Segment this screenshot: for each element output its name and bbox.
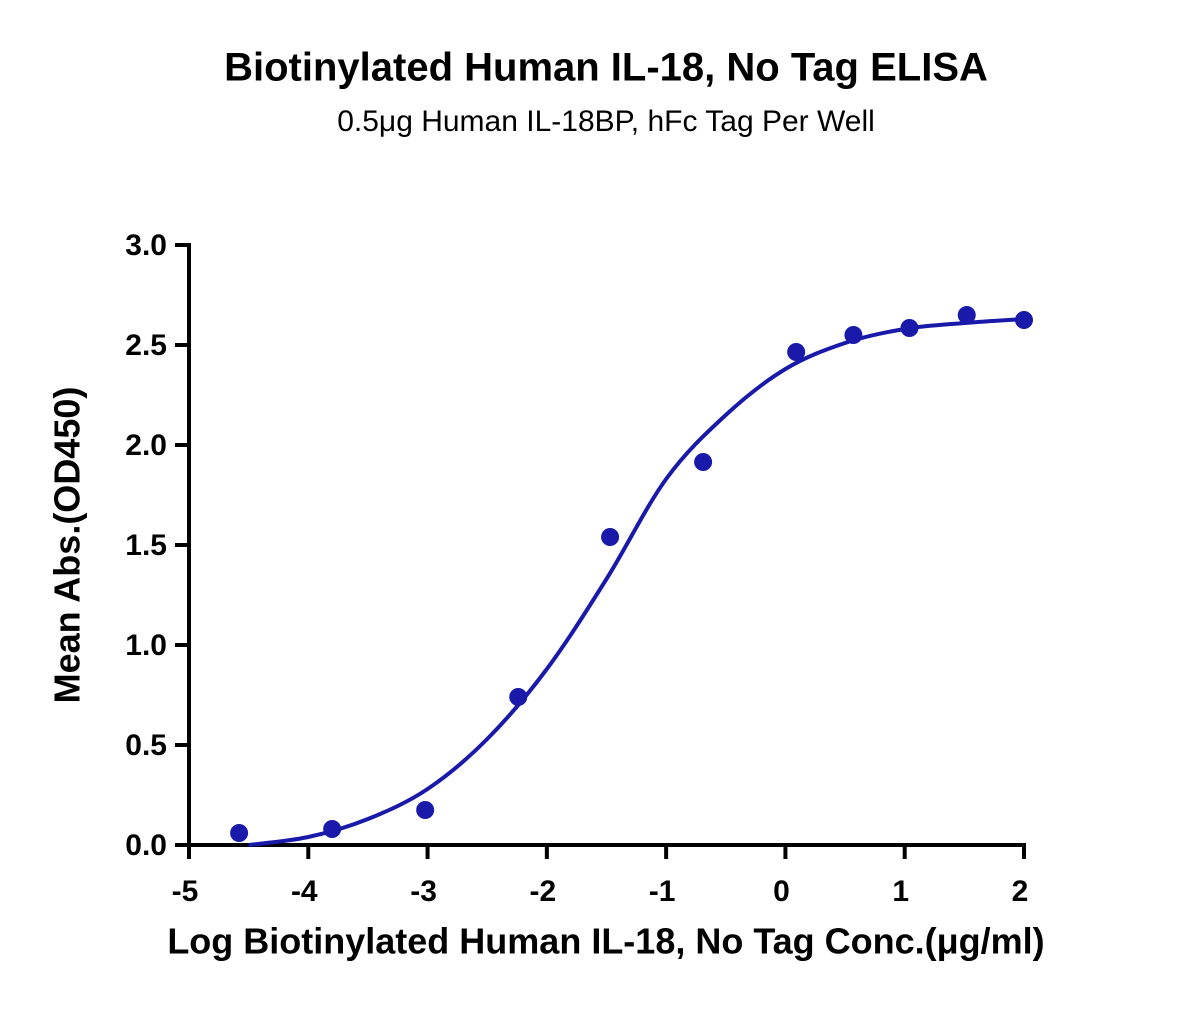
x-tick-label: -2 xyxy=(530,875,557,908)
chart-title: Biotinylated Human IL-18, No Tag ELISA xyxy=(224,46,988,90)
data-point xyxy=(601,528,620,546)
x-tick-label: -3 xyxy=(410,875,437,908)
data-point xyxy=(1015,311,1033,329)
x-tick-label: 2 xyxy=(1012,875,1029,908)
data-point xyxy=(900,319,919,337)
y-axis-label: Mean Abs.(OD450) xyxy=(47,387,88,704)
data-point xyxy=(323,820,342,838)
y-tick-label: 3.0 xyxy=(125,229,167,262)
y-tick-label: 2.0 xyxy=(125,429,167,462)
y-tick-label: 0.5 xyxy=(125,729,167,762)
data-point xyxy=(416,801,435,819)
data-point xyxy=(230,824,249,842)
y-tick-label: 2.5 xyxy=(125,329,167,362)
x-tick-label: 1 xyxy=(892,875,909,908)
x-tick-label: -1 xyxy=(649,875,676,908)
y-tick-label: 0.0 xyxy=(125,829,167,862)
x-axis-label: Log Biotinylated Human IL-18, No Tag Con… xyxy=(167,921,1044,962)
x-tick-label: -4 xyxy=(291,875,318,908)
data-point xyxy=(509,688,528,706)
chart-subtitle: 0.5μg Human IL-18BP, hFc Tag Per Well xyxy=(337,105,875,138)
x-tick-label: -5 xyxy=(172,875,199,908)
data-point xyxy=(694,453,713,471)
x-tick-label: 0 xyxy=(773,875,790,908)
data-point xyxy=(844,326,863,344)
data-point xyxy=(787,343,806,361)
y-tick-label: 1.0 xyxy=(125,629,167,662)
data-point xyxy=(957,306,976,324)
y-tick-label: 1.5 xyxy=(125,529,167,562)
fit-curve xyxy=(248,317,1025,847)
